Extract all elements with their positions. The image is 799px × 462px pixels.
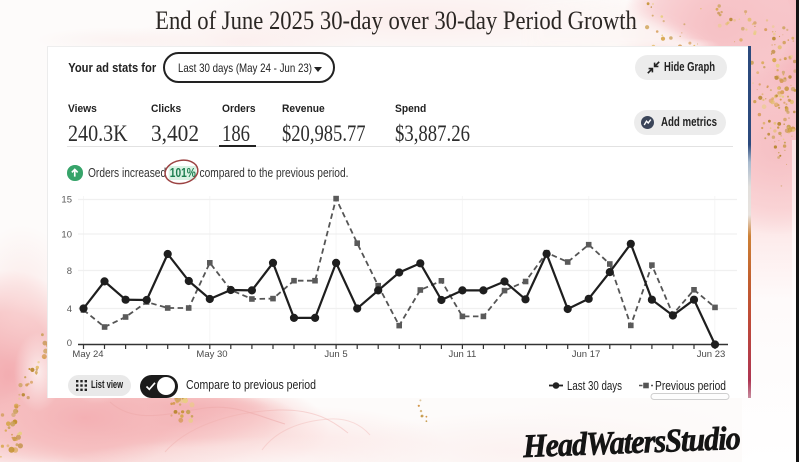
svg-text:May 24: May 24 — [72, 349, 103, 360]
svg-text:10: 10 — [61, 230, 72, 241]
svg-text:Last 30 days: Last 30 days — [567, 379, 622, 393]
svg-text:8: 8 — [67, 266, 72, 277]
svg-text:Jun 23: Jun 23 — [697, 349, 726, 360]
svg-text:Jun 11: Jun 11 — [448, 349, 476, 360]
svg-text:Jun 5: Jun 5 — [324, 349, 347, 360]
svg-text:Jun 17: Jun 17 — [572, 349, 601, 360]
svg-text:May 30: May 30 — [196, 349, 227, 360]
svg-text:15: 15 — [61, 195, 72, 206]
svg-text:Previous period: Previous period — [655, 379, 726, 393]
svg-text:4: 4 — [67, 304, 72, 315]
svg-text:0: 0 — [67, 338, 72, 349]
